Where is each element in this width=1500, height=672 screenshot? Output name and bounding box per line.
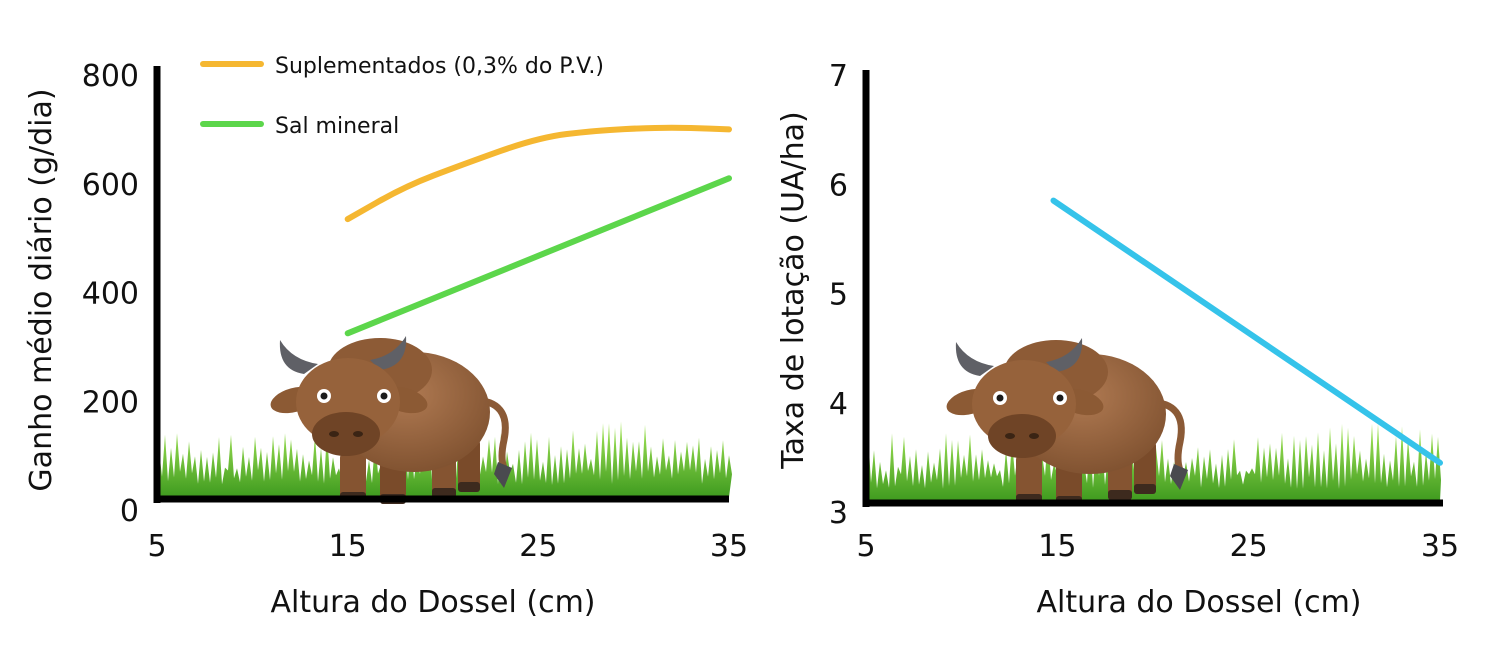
chart-left: 5 15 25 35 0 200 400 600 800 Suplementados (0,3%…	[24, 54, 748, 620]
x-tick-label: 15	[1038, 529, 1076, 564]
legend-label-sal-mineral: Sal mineral	[275, 114, 399, 139]
y-tick-label: 200	[82, 385, 139, 420]
grass-decoration-right	[866, 423, 1441, 501]
x-tick-label: 25	[519, 529, 557, 564]
y-tick-label: 800	[82, 59, 139, 94]
x-tick-label: 15	[329, 529, 367, 564]
y-axis-title-right: Taxa de lotação (UA/ha)	[776, 111, 811, 469]
series-line-sal-mineral	[344, 175, 732, 337]
y-tick-label: 0	[120, 494, 139, 529]
series-line-suplementados-0-3-do-p-v	[344, 124, 732, 223]
y-axis-title-left: Ganho médio diário (g/dia)	[24, 88, 59, 491]
x-tick-label: 5	[856, 529, 875, 564]
y-tick-label: 600	[82, 168, 139, 203]
chart-right: 5 15 25 35 3 4 5 6 7 Altura do Dossel (cm) Taxa …	[776, 59, 1459, 620]
series-line-taxa-lotacao	[1050, 197, 1443, 466]
y-tick-label: 7	[829, 59, 848, 94]
legend-label-suplementados: Suplementados (0,3% do P.V.)	[275, 54, 604, 79]
x-tick-label: 25	[1230, 529, 1268, 564]
x-tick-label: 5	[147, 529, 166, 564]
grass-decoration-left	[157, 421, 732, 497]
y-tick-label: 5	[829, 278, 848, 313]
x-axis-title-left: Altura do Dossel (cm)	[271, 585, 596, 620]
x-tick-label: 35	[1421, 529, 1459, 564]
y-tick-label: 6	[829, 168, 848, 203]
x-axis-title-right: Altura do Dossel (cm)	[1037, 585, 1362, 620]
y-tick-label: 3	[829, 496, 848, 531]
y-tick-label: 400	[82, 277, 139, 312]
x-tick-label: 35	[710, 529, 748, 564]
y-tick-label: 4	[829, 387, 848, 422]
legend-left: Suplementados (0,3% do P.V.) Sal mineral	[200, 54, 604, 139]
